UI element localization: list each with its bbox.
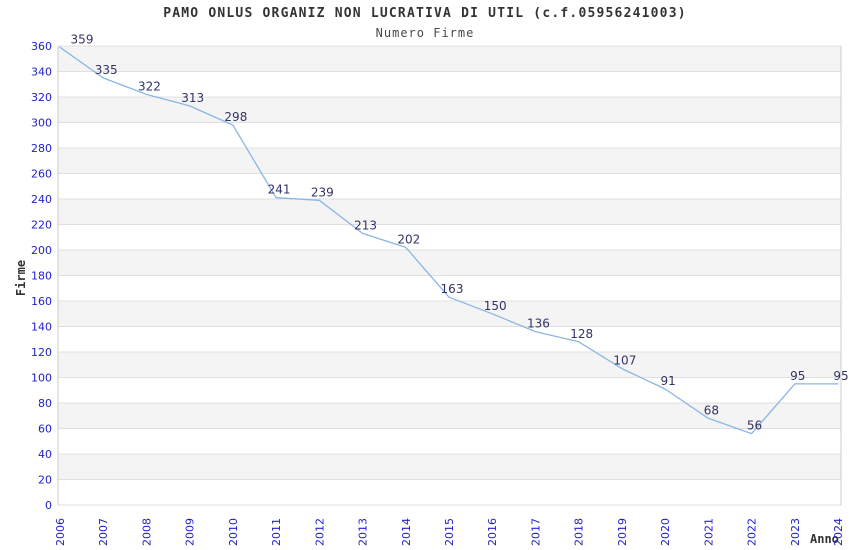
x-tick-label: 2019	[616, 518, 629, 546]
y-grid-band	[58, 301, 841, 327]
y-grid-band	[58, 454, 841, 480]
y-tick-label: 320	[31, 91, 52, 104]
data-label: 163	[441, 282, 464, 296]
x-tick-label: 2022	[746, 518, 759, 546]
data-label: 213	[354, 218, 377, 232]
y-tick-label: 300	[31, 117, 52, 130]
y-grid-band	[58, 250, 841, 276]
x-tick-label: 2008	[140, 518, 153, 546]
x-tick-label: 2015	[443, 518, 456, 546]
data-label: 202	[397, 232, 420, 246]
x-axis-title: Anno	[810, 532, 839, 546]
data-label: 68	[704, 403, 719, 417]
y-grid-band	[58, 97, 841, 123]
data-label: 107	[613, 354, 636, 368]
chart-subtitle: Numero Firme	[375, 26, 475, 40]
x-tick-label: 2023	[789, 518, 802, 546]
data-label: 128	[570, 327, 593, 341]
x-tick-label: 2007	[97, 518, 110, 546]
data-label: 322	[138, 79, 161, 93]
data-label: 95	[833, 369, 848, 383]
x-tick-label: 2024	[832, 518, 845, 546]
y-grid-band	[58, 199, 841, 225]
y-tick-label: 180	[31, 270, 52, 283]
data-label: 136	[527, 317, 550, 331]
y-tick-label: 40	[38, 448, 52, 461]
y-grid-band	[58, 148, 841, 174]
y-tick-label: 0	[45, 499, 52, 512]
y-tick-label: 360	[31, 40, 52, 53]
data-label: 150	[484, 299, 507, 313]
y-grid-band	[58, 46, 841, 72]
x-tick-label: 2018	[573, 518, 586, 546]
data-label: 313	[181, 91, 204, 105]
x-tick-label: 2020	[659, 518, 672, 546]
series-line	[59, 46, 839, 435]
y-tick-label: 100	[31, 372, 52, 385]
y-tick-label: 20	[38, 474, 52, 487]
data-label: 239	[311, 185, 334, 199]
y-tick-label: 280	[31, 142, 52, 155]
data-label: 298	[224, 110, 247, 124]
data-label: 91	[660, 374, 675, 388]
x-tick-label: 2010	[227, 518, 240, 546]
x-tick-label: 2013	[357, 518, 370, 546]
data-label: 56	[747, 419, 762, 433]
y-grid-band	[58, 403, 841, 429]
x-tick-label: 2009	[184, 518, 197, 546]
data-label: 95	[790, 369, 805, 383]
x-tick-label: 2006	[54, 518, 67, 546]
x-tick-label: 2012	[313, 518, 326, 546]
data-label: 241	[268, 183, 291, 197]
y-grid-band	[58, 352, 841, 378]
x-tick-label: 2021	[702, 518, 715, 546]
y-tick-label: 140	[31, 321, 52, 334]
y-tick-label: 200	[31, 244, 52, 257]
data-label: 359	[71, 32, 94, 46]
y-tick-label: 80	[38, 397, 52, 410]
y-tick-label: 260	[31, 168, 52, 181]
y-tick-label: 240	[31, 193, 52, 206]
y-tick-label: 220	[31, 219, 52, 232]
x-tick-label: 2016	[486, 518, 499, 546]
y-tick-label: 160	[31, 295, 52, 308]
y-tick-label: 120	[31, 346, 52, 359]
y-tick-label: 60	[38, 423, 52, 436]
data-label: 335	[95, 63, 118, 77]
x-tick-label: 2014	[400, 518, 413, 546]
x-tick-label: 2017	[529, 518, 542, 546]
x-tick-label: 2011	[270, 518, 283, 546]
chart-title: PAMO ONLUS ORGANIZ NON LUCRATIVA DI UTIL…	[163, 6, 687, 21]
y-tick-label: 340	[31, 66, 52, 79]
